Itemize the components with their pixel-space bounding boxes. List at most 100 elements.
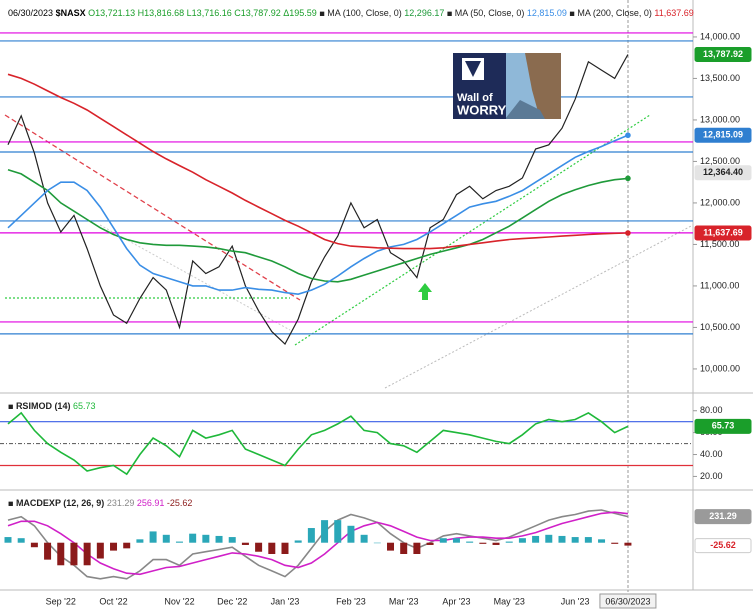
price-badge-label: 231.29	[709, 511, 737, 521]
x-tick-label: Oct '22	[99, 596, 127, 606]
price-badge	[694, 538, 752, 554]
y-tick-label: 11,500.00	[700, 239, 739, 249]
histogram-bar	[624, 542, 632, 546]
up-arrow	[418, 283, 432, 300]
header-text: -25.62	[167, 498, 193, 508]
histogram-bar	[400, 542, 408, 554]
header-text: 12,815.09	[527, 8, 567, 18]
x-tick-label: Jan '23	[271, 596, 300, 606]
price-badge	[694, 47, 752, 63]
indicator-line	[7, 73, 628, 250]
histogram-bar	[110, 542, 118, 551]
histogram-bar	[189, 533, 197, 543]
header-text: MA (200, Close, 0)	[577, 8, 652, 18]
histogram-bar	[241, 542, 249, 545]
x-tick-label: May '23	[494, 596, 525, 606]
y-tick-label: 12,500.00	[700, 156, 740, 166]
histogram-bar	[584, 537, 592, 543]
trendline	[294, 114, 651, 346]
histogram-bar	[347, 525, 355, 543]
histogram-bar	[334, 520, 342, 543]
histogram-bar	[492, 542, 500, 545]
histogram-bar	[202, 534, 210, 543]
header-text: RSIMOD (14)	[16, 401, 71, 411]
histogram-bar	[452, 538, 460, 543]
histogram-bar	[123, 542, 131, 549]
image-text: Wall of	[457, 92, 493, 104]
x-tick-label: Jun '23	[561, 596, 590, 606]
indicator-line	[7, 168, 628, 283]
price-badge-label: 12,815.09	[703, 130, 743, 140]
price-badge-label: 65.73	[712, 421, 735, 431]
histogram-bar	[321, 520, 329, 543]
price-badge-label: -25.62	[710, 540, 736, 550]
header-text: 256.91	[137, 498, 165, 508]
header-text: $NASX	[56, 8, 86, 18]
histogram-bar	[149, 531, 157, 543]
y-tick-label: 12,000.00	[700, 197, 740, 207]
histogram-bar	[571, 537, 579, 543]
histogram-bar	[360, 534, 368, 543]
panel-header: ■ RSIMOD (14) 65.73	[8, 401, 96, 411]
histogram-bar	[268, 542, 276, 554]
price-badge-label: 11,637.69	[703, 227, 743, 237]
histogram-bar	[281, 542, 289, 554]
histogram-bar	[136, 539, 144, 543]
histogram-bar	[505, 541, 513, 543]
histogram-bar	[175, 541, 183, 543]
histogram-bar	[611, 542, 619, 544]
price-badge	[694, 509, 752, 525]
y-tick-label: 40.00	[700, 449, 723, 459]
histogram-bar	[479, 542, 487, 544]
histogram-bar	[17, 538, 25, 543]
header-text: 231.29	[107, 498, 135, 508]
histogram-bar	[57, 542, 65, 566]
x-tick-label: 06/30/2023	[605, 596, 650, 606]
histogram-bar	[70, 542, 78, 566]
histogram-bar	[255, 542, 263, 552]
indicator-line	[7, 134, 629, 296]
price-badge-label: 13,787.92	[703, 49, 743, 59]
header-text: 65.73	[73, 401, 96, 411]
histogram-bar	[426, 542, 434, 545]
x-tick-label: Feb '23	[336, 596, 366, 606]
histogram-bar	[30, 542, 38, 548]
x-tick-label: Nov '22	[164, 596, 194, 606]
y-tick-label: 80.00	[700, 405, 723, 415]
histogram-bar	[294, 540, 302, 543]
trendline	[4, 114, 301, 301]
x-tick-label: Dec '22	[217, 596, 247, 606]
header-text: 11,637.69	[654, 8, 693, 18]
histogram-bar	[598, 539, 606, 543]
x-label-box	[599, 593, 657, 609]
x-tick-label: Mar '23	[389, 596, 419, 606]
panel-header: ■ MACDEXP (12, 26, 9) 231.29 256.91 -25.…	[8, 498, 192, 508]
y-tick-label: 20.00	[700, 471, 723, 481]
header-text: MA (50, Close, 0)	[455, 8, 525, 18]
price-badge-label: 12,364.40	[703, 167, 743, 177]
histogram-bar	[228, 537, 236, 543]
histogram-bar	[4, 537, 12, 543]
histogram-bar	[83, 542, 91, 566]
image-hills	[505, 100, 545, 119]
price-badge	[694, 418, 752, 434]
indicator-line	[7, 509, 629, 580]
price-badge	[694, 165, 752, 181]
y-tick-label: 13,000.00	[700, 114, 740, 124]
histogram-bar	[373, 542, 381, 544]
histogram-bar	[466, 541, 474, 543]
wall-of-worry-image: Wall of WORRY	[453, 53, 561, 119]
x-tick-label: Sep '22	[46, 596, 76, 606]
histogram-bar	[518, 538, 526, 543]
indicator-line	[7, 511, 628, 576]
end-dot	[625, 132, 631, 139]
price-badge	[694, 225, 752, 241]
histogram-bar	[413, 542, 421, 554]
panel-header: 06/30/2023 $NASX O13,721.13 H13,816.68 L…	[8, 8, 694, 18]
image-text: WORRY	[457, 102, 507, 117]
price-line	[7, 54, 629, 345]
price-badge	[694, 127, 752, 143]
histogram-bar	[44, 542, 52, 560]
